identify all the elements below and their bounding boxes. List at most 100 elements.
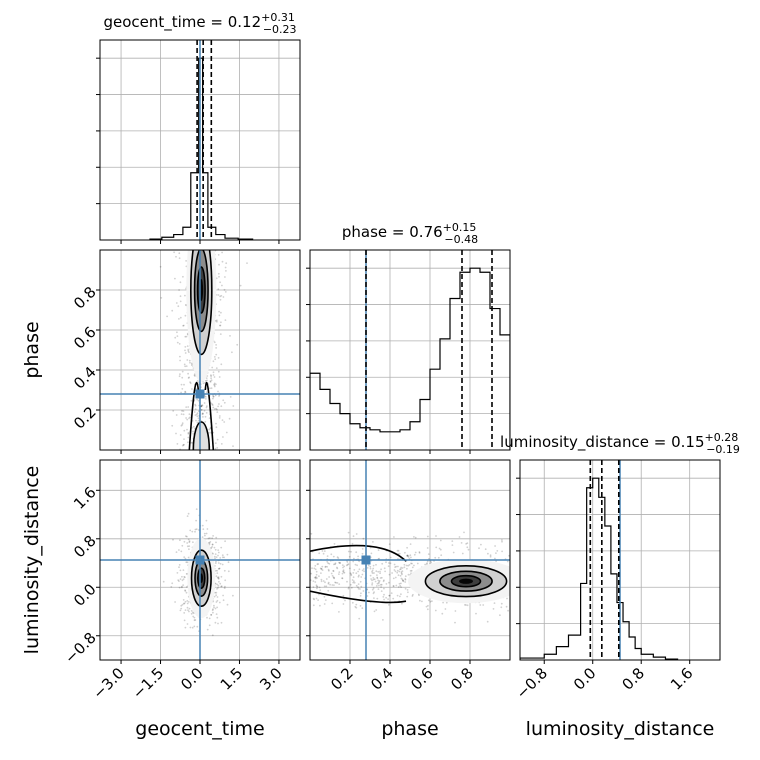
sample-point	[216, 572, 219, 574]
panel-frame	[309, 459, 511, 661]
sample-point	[221, 260, 224, 263]
sample-point	[418, 551, 421, 553]
sample-point	[397, 549, 400, 552]
sample-point	[232, 405, 235, 407]
sample-point	[205, 377, 208, 379]
sample-point	[316, 577, 318, 579]
sample-point	[326, 560, 329, 563]
sample-point	[182, 602, 185, 605]
sample-point	[211, 609, 214, 612]
sample-point	[166, 315, 169, 318]
sample-point	[375, 570, 378, 573]
sample-point	[478, 547, 480, 550]
sample-point	[383, 598, 385, 601]
sample-point	[187, 556, 190, 559]
sample-point	[181, 544, 184, 547]
sample-point	[359, 594, 362, 597]
sample-point	[357, 583, 360, 585]
sample-point	[326, 555, 329, 557]
sample-point	[339, 562, 341, 565]
sample-point	[190, 612, 193, 615]
sample-point	[220, 585, 223, 588]
sample-point	[418, 594, 420, 597]
sample-point	[454, 621, 456, 624]
x-tick-label: 1.6	[667, 664, 697, 694]
sample-point	[186, 359, 189, 361]
histogram-bar	[605, 526, 611, 660]
y-axis-label-phase: phase	[21, 321, 43, 378]
sample-point	[320, 572, 322, 574]
sample-point	[224, 266, 227, 269]
sample-point	[200, 409, 203, 411]
sample-point	[392, 585, 395, 587]
sample-point	[216, 599, 219, 602]
sample-point	[224, 319, 227, 321]
sample-point	[319, 604, 321, 607]
sample-point	[500, 602, 503, 605]
sample-point	[220, 321, 222, 324]
sample-point	[342, 571, 345, 573]
sample-point	[223, 421, 226, 423]
sample-point	[379, 583, 382, 586]
sample-point	[203, 409, 206, 412]
sample-point	[378, 557, 380, 560]
sample-point	[213, 385, 216, 388]
sample-point	[215, 591, 218, 594]
sample-point	[383, 567, 386, 570]
sample-point	[388, 543, 391, 546]
sample-point	[342, 566, 344, 569]
y-tick-label: 1.6	[70, 483, 100, 513]
sample-point	[213, 382, 216, 385]
sample-point	[397, 586, 400, 588]
sample-point	[322, 580, 325, 582]
sample-point	[202, 528, 205, 530]
sample-point	[184, 294, 186, 297]
sample-point	[314, 565, 317, 567]
sample-point	[182, 324, 185, 327]
sample-point	[329, 583, 331, 586]
sample-point	[214, 358, 217, 361]
sample-point	[341, 564, 344, 566]
sample-point	[192, 432, 195, 435]
sample-point	[215, 594, 218, 597]
sample-point	[369, 567, 372, 570]
sample-point	[185, 260, 188, 262]
sample-point	[179, 609, 182, 612]
sample-point	[404, 581, 407, 583]
sample-point	[188, 540, 191, 543]
y-tick-label: 0.0	[70, 580, 100, 610]
sample-point	[217, 622, 219, 625]
sample-point	[357, 570, 359, 573]
sample-point	[192, 425, 195, 428]
sample-point	[175, 255, 177, 258]
sample-point	[217, 584, 220, 587]
sample-point	[412, 593, 414, 596]
sample-point	[216, 320, 218, 323]
sample-point	[223, 401, 226, 404]
sample-point	[401, 570, 404, 572]
sample-point	[413, 553, 416, 556]
sample-point	[361, 569, 364, 572]
sample-point	[218, 376, 221, 378]
sample-point	[321, 550, 324, 552]
sample-point	[348, 567, 351, 570]
sample-point	[214, 548, 217, 551]
sample-point	[178, 318, 180, 320]
sample-point	[213, 595, 216, 598]
sample-point	[414, 551, 417, 554]
sample-point	[182, 569, 185, 571]
sample-point	[362, 590, 365, 592]
sample-point	[232, 594, 234, 597]
sample-point	[219, 324, 222, 327]
sample-point	[370, 552, 373, 555]
sample-point	[337, 557, 340, 559]
sample-point	[397, 565, 399, 568]
sample-point	[404, 587, 407, 590]
sample-point	[451, 544, 454, 546]
sample-point	[215, 367, 218, 369]
sample-point	[220, 405, 223, 408]
sample-point	[217, 405, 220, 408]
sample-point	[236, 343, 239, 346]
sample-point	[214, 557, 216, 560]
